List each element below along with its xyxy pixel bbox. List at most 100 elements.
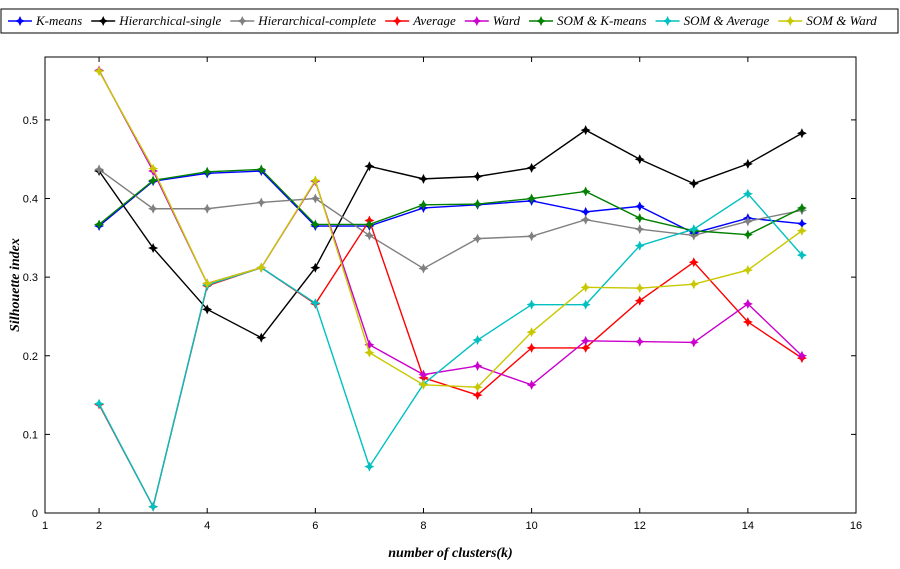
data-point <box>580 335 591 346</box>
data-point <box>472 335 483 346</box>
legend-label: Hierarchical-single <box>118 13 221 28</box>
legend-label: K-means <box>35 13 82 28</box>
data-point <box>742 158 753 169</box>
data-point <box>472 382 483 393</box>
data-point <box>580 186 591 197</box>
data-point <box>634 240 645 251</box>
legend-label: Hierarchical-complete <box>257 13 376 28</box>
data-point <box>526 299 537 310</box>
data-point <box>472 360 483 371</box>
data-point <box>418 263 429 274</box>
legend-label: Average <box>412 13 456 28</box>
data-point <box>364 230 375 241</box>
x-tick-label: 10 <box>525 520 537 532</box>
data-point <box>634 154 645 165</box>
data-point <box>742 298 753 309</box>
data-point <box>148 243 159 254</box>
data-point <box>580 342 591 353</box>
data-point <box>202 304 213 315</box>
data-point <box>256 262 267 273</box>
data-point <box>472 233 483 244</box>
data-point <box>310 219 321 230</box>
data-point <box>202 166 213 177</box>
data-point <box>796 202 807 213</box>
legend-label: SOM & K-means <box>557 13 647 28</box>
y-tick-label: 0.2 <box>23 351 38 363</box>
legend-item: Ward <box>464 13 521 28</box>
data-point <box>796 225 807 236</box>
x-tick-label: 16 <box>850 520 862 532</box>
data-point <box>796 250 807 261</box>
series-layer <box>94 65 807 512</box>
data-point <box>634 201 645 212</box>
data-point <box>796 218 807 229</box>
series-line <box>98 168 803 270</box>
legend-item: Hierarchical-complete <box>230 13 376 28</box>
data-point <box>148 175 159 186</box>
series-line <box>98 70 803 388</box>
series-line <box>98 168 803 236</box>
data-point <box>796 128 807 139</box>
y-tick-label: 0.5 <box>23 115 38 127</box>
data-point <box>418 173 429 184</box>
x-tick-label: 2 <box>96 520 102 532</box>
data-point <box>526 231 537 242</box>
data-point <box>634 283 645 294</box>
legend-marker <box>392 16 403 26</box>
data-point <box>688 337 699 348</box>
x-tick-label: 12 <box>634 520 646 532</box>
data-point <box>472 171 483 182</box>
data-point <box>796 350 807 361</box>
legend-item: SOM & Ward <box>778 13 877 28</box>
data-point <box>256 332 267 343</box>
data-point <box>742 216 753 227</box>
legend-marker <box>98 16 109 26</box>
data-point <box>418 369 429 380</box>
data-point <box>688 257 699 268</box>
data-point <box>580 206 591 217</box>
data-point <box>418 379 429 390</box>
data-point <box>742 265 753 276</box>
data-point <box>634 224 645 235</box>
data-point <box>580 125 591 136</box>
data-point <box>580 214 591 225</box>
legend-item: K-means <box>8 13 82 28</box>
series-line <box>98 129 803 339</box>
data-point <box>526 327 537 338</box>
legend-marker <box>471 16 482 26</box>
y-axis-label: Silhouette index <box>8 238 23 332</box>
data-point <box>742 229 753 240</box>
data-point <box>202 278 213 289</box>
legend-marker <box>15 16 25 26</box>
data-point <box>634 213 645 224</box>
data-point <box>148 203 159 214</box>
data-point <box>148 501 159 512</box>
data-point <box>364 339 375 350</box>
legend-item: SOM & K-means <box>529 13 647 28</box>
x-tick-label: 6 <box>312 520 318 532</box>
data-point <box>526 342 537 353</box>
plot-area <box>44 56 857 514</box>
legend-item: Average <box>385 13 456 28</box>
data-point <box>580 282 591 293</box>
data-point <box>688 279 699 290</box>
data-point <box>688 178 699 189</box>
data-point <box>526 162 537 173</box>
data-point <box>310 262 321 273</box>
data-point <box>256 197 267 208</box>
data-point <box>364 461 375 472</box>
data-point <box>580 299 591 310</box>
y-tick-label: 0 <box>32 508 38 520</box>
y-tick-label: 0.3 <box>23 272 38 284</box>
data-point <box>472 390 483 401</box>
data-point <box>526 193 537 204</box>
x-tick-label: 4 <box>204 520 210 532</box>
series-som-ward <box>94 66 807 393</box>
data-point <box>526 379 537 390</box>
data-point <box>94 164 105 175</box>
legend-marker <box>536 16 547 26</box>
x-tick-label: 8 <box>420 520 426 532</box>
y-tick-label: 0.1 <box>23 429 38 441</box>
x-axis-label: number of clusters(k) <box>388 546 512 561</box>
